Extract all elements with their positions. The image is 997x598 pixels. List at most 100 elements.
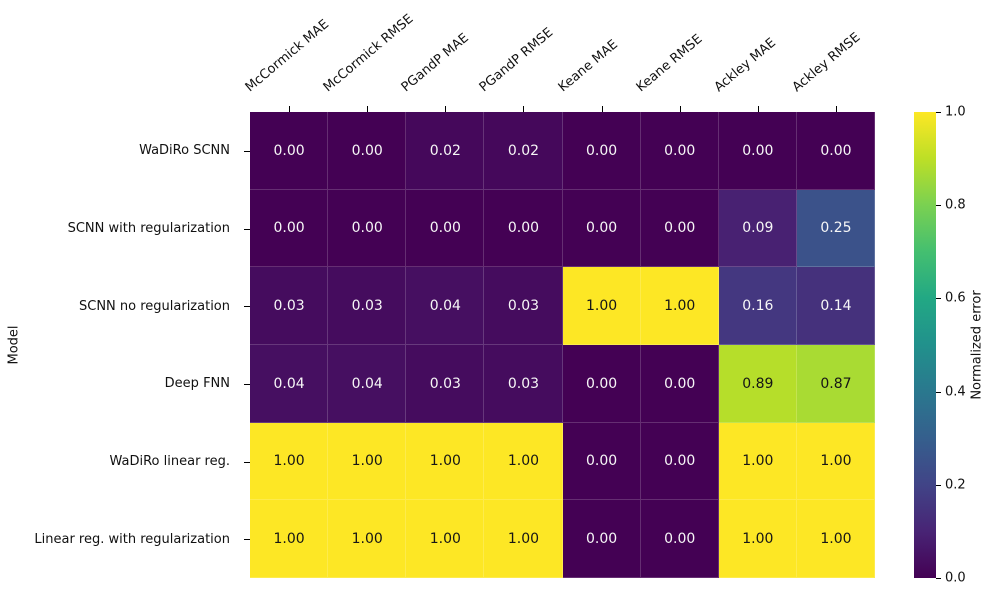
- heatmap-cell: 0.00: [640, 189, 719, 268]
- heatmap-cell: 0.16: [718, 267, 797, 345]
- colorbar-label: Normalized error: [969, 290, 985, 400]
- colorbar-tick-label: 0.8: [945, 197, 966, 213]
- heatmap-cell: 0.00: [562, 189, 641, 268]
- cell-value: 1.00: [820, 531, 852, 548]
- heatmap-cell: 0.02: [406, 112, 485, 190]
- heatmap-cell: 1.00: [640, 267, 719, 345]
- cell-value: 0.00: [664, 142, 696, 159]
- cell-value: 0.00: [351, 142, 383, 159]
- cell-value: 0.04: [351, 375, 383, 392]
- colorbar-tick: [936, 112, 941, 113]
- cell-value: 0.14: [820, 298, 852, 315]
- heatmap-cell: 0.00: [328, 189, 407, 268]
- row-label: WaDiRo SCNN: [139, 143, 230, 159]
- column-label: Ackley MAE: [711, 35, 779, 96]
- x-axis-tick: [523, 106, 524, 112]
- y-axis-tick: [244, 151, 250, 152]
- x-axis-tick: [758, 106, 759, 112]
- cell-value: 0.00: [742, 142, 774, 159]
- colorbar-tick-label: 0.4: [945, 384, 966, 400]
- cell-value: 0.00: [585, 142, 618, 159]
- heatmap-cell: 0.89: [718, 344, 797, 423]
- heatmap-cell: 0.00: [250, 112, 329, 190]
- cell-value: 0.00: [273, 220, 305, 237]
- cell-value: 0.00: [273, 142, 305, 159]
- colorbar-tick: [936, 298, 941, 299]
- cell-value: 1.00: [429, 531, 461, 548]
- cell-value: 0.00: [351, 220, 383, 237]
- cell-value: 0.03: [507, 375, 540, 392]
- cell-value: 0.00: [664, 375, 696, 392]
- row-label: SCNN with regularization: [67, 221, 230, 236]
- colorbar-tick: [936, 205, 941, 206]
- row-label: WaDiRo linear reg.: [109, 454, 231, 470]
- cell-value: 1.00: [585, 298, 618, 315]
- column-label: Ackley RMSE: [789, 30, 864, 96]
- cell-value: 0.09: [742, 220, 774, 237]
- x-axis-tick: [680, 106, 681, 112]
- heatmap-cell: 1.00: [406, 500, 485, 578]
- x-axis-tick: [836, 106, 837, 112]
- heatmap-cell: 1.00: [484, 500, 563, 578]
- heatmap-cell: 0.03: [250, 267, 329, 345]
- y-axis-tick: [244, 306, 250, 307]
- cell-value: 1.00: [742, 453, 774, 470]
- cell-value: 0.00: [664, 453, 696, 470]
- cell-value: 1.00: [273, 531, 305, 548]
- cell-value: 0.00: [507, 220, 540, 237]
- row-label: SCNN no regularization: [78, 298, 230, 314]
- heatmap-cell: 0.02: [484, 112, 563, 190]
- cell-value: 0.04: [273, 375, 305, 392]
- x-axis-tick: [289, 106, 290, 112]
- x-axis-tick: [445, 106, 446, 112]
- column-label: PGandP MAE: [398, 30, 472, 96]
- colorbar: [914, 112, 936, 578]
- cell-value: 0.89: [742, 375, 774, 392]
- cell-value: 0.00: [585, 220, 618, 237]
- cell-value: 0.02: [507, 142, 540, 159]
- cell-value: 1.00: [742, 531, 774, 548]
- cell-value: 1.00: [507, 453, 540, 470]
- y-axis-tick: [244, 539, 250, 540]
- cell-value: 0.02: [429, 142, 461, 159]
- cell-value: 0.00: [585, 375, 618, 392]
- heatmap-cell: 1.00: [718, 422, 797, 501]
- y-axis-tick: [244, 462, 250, 463]
- cell-value: 0.00: [585, 453, 618, 470]
- heatmap-cell: 1.00: [250, 422, 329, 501]
- heatmap-cell: 0.14: [796, 267, 875, 345]
- heatmap-cell: 0.09: [718, 189, 797, 268]
- heatmap-cell: 0.00: [640, 500, 719, 578]
- colorbar-tick: [936, 392, 941, 393]
- y-axis-tick: [244, 384, 250, 385]
- colorbar-tick: [936, 485, 941, 486]
- colorbar-tick-label: 0.6: [945, 290, 966, 306]
- heatmap-cell: 0.00: [640, 344, 719, 423]
- cell-value: 0.03: [351, 298, 383, 315]
- heatmap-cell: 0.00: [562, 422, 641, 501]
- y-axis-tick: [244, 229, 250, 230]
- colorbar-tick-label: 0.0: [945, 570, 966, 586]
- heatmap-cell: 0.25: [796, 189, 875, 268]
- heatmap-cell: 0.00: [250, 189, 329, 268]
- heatmap-cell: 0.00: [718, 112, 797, 190]
- heatmap-cell: 0.00: [796, 112, 875, 190]
- cell-value: 1.00: [351, 453, 383, 470]
- heatmap-cell: 1.00: [328, 500, 407, 578]
- column-label: Keane RMSE: [633, 31, 706, 96]
- cell-value: 0.00: [429, 220, 461, 237]
- heatmap-cell: 1.00: [718, 500, 797, 578]
- heatmap-cell: 0.03: [406, 344, 485, 423]
- row-label: Linear reg. with regularization: [34, 531, 230, 547]
- cell-value: 1.00: [351, 531, 383, 548]
- column-label: Keane MAE: [555, 37, 621, 96]
- heatmap-cell: 1.00: [328, 422, 407, 501]
- colorbar-tick-label: 1.0: [945, 104, 966, 120]
- heatmap-cell: 1.00: [562, 267, 641, 345]
- cell-value: 0.00: [664, 531, 696, 548]
- cell-value: 1.00: [273, 453, 305, 470]
- heatmap-cell: 0.00: [562, 500, 641, 578]
- cell-value: 1.00: [507, 531, 540, 548]
- heatmap-cell: 1.00: [484, 422, 563, 501]
- colorbar-tick-label: 0.2: [945, 477, 966, 493]
